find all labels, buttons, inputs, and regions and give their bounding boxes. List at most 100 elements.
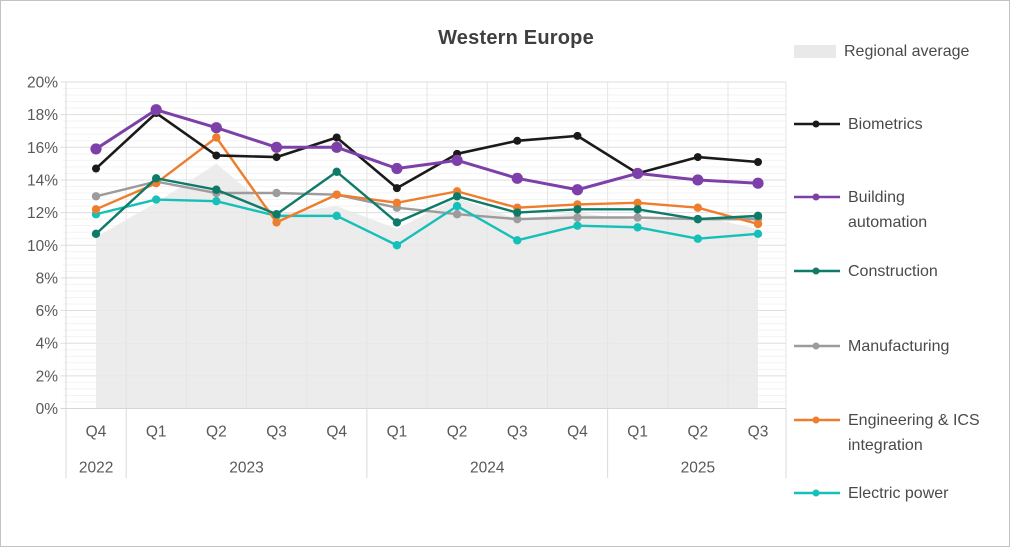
- legend-label-building-automation: Building automation: [848, 189, 928, 231]
- data-point-building-automation: [150, 104, 162, 116]
- legend-swatch-regional-average-icon: [794, 45, 836, 58]
- data-point-biometrics: [754, 157, 762, 166]
- data-point-biometrics: [272, 153, 281, 162]
- series-engineering-ics-integration: [91, 133, 763, 229]
- legend-marker: [812, 267, 820, 275]
- data-point-biometrics: [332, 133, 341, 142]
- data-point-manufacturing: [272, 188, 281, 198]
- data-point-building-automation: [511, 172, 523, 184]
- y-tick-label: 10%: [27, 238, 58, 255]
- data-point-biometrics: [92, 164, 100, 173]
- legend-item-engineering-ics-integration: Engineering & ICS integration: [794, 408, 980, 458]
- data-point-biometrics: [573, 131, 582, 140]
- y-tick-label: 18%: [27, 107, 58, 124]
- y-tick-label: 16%: [27, 140, 58, 157]
- legend-swatch-electric-power-icon: [794, 489, 840, 497]
- series-construction: [91, 167, 763, 239]
- legend-item-biometrics: Biometrics: [794, 112, 923, 137]
- data-point-building-automation: [571, 184, 584, 196]
- data-point-building-automation: [331, 141, 343, 153]
- data-point-electric-power: [513, 236, 522, 245]
- data-point-building-automation: [752, 177, 764, 189]
- data-point-electric-power: [151, 195, 161, 204]
- x-tick-label: Q2: [206, 424, 227, 441]
- data-point-construction: [573, 205, 582, 214]
- data-point-building-automation: [90, 143, 102, 155]
- data-point-electric-power: [332, 211, 341, 221]
- data-point-building-automation: [391, 162, 403, 175]
- data-point-engineering-ics-integration: [693, 203, 703, 212]
- legend-label-engineering-ics-integration: Engineering & ICS integration: [848, 412, 980, 454]
- data-point-construction: [753, 211, 763, 221]
- legend-label-manufacturing: Manufacturing: [848, 338, 950, 355]
- x-tick-label: Q3: [748, 424, 769, 441]
- series-electric-power: [91, 195, 763, 250]
- legend-marker: [812, 416, 820, 424]
- series-line-electric-power: [95, 198, 759, 247]
- legend-item-building-automation: Building automation: [794, 185, 927, 235]
- y-tick-label: 4%: [36, 336, 59, 353]
- data-point-manufacturing: [452, 210, 462, 219]
- data-point-engineering-ics-integration: [633, 198, 642, 208]
- data-point-building-automation: [451, 154, 463, 166]
- legend-marker: [812, 342, 820, 350]
- x-tick-label: Q4: [567, 424, 588, 441]
- legend-swatch-biometrics-icon: [794, 120, 840, 128]
- data-point-construction: [513, 208, 522, 217]
- data-point-engineering-ics-integration: [91, 205, 101, 214]
- legend-label-electric-power: Electric power: [848, 485, 949, 502]
- data-point-electric-power: [633, 223, 642, 232]
- data-point-construction: [212, 185, 221, 194]
- data-point-electric-power: [212, 196, 221, 206]
- data-point-construction: [633, 205, 642, 214]
- data-point-construction: [693, 214, 703, 224]
- x-tick-label: Q2: [447, 424, 468, 441]
- data-point-manufacturing: [633, 213, 642, 222]
- y-tick-label: 2%: [36, 368, 59, 385]
- data-point-construction: [332, 167, 341, 176]
- data-point-engineering-ics-integration: [753, 219, 763, 229]
- data-point-building-automation: [692, 174, 704, 186]
- data-point-electric-power: [452, 201, 462, 211]
- y-tick-label: 20%: [27, 75, 58, 92]
- data-point-engineering-ics-integration: [272, 218, 281, 227]
- data-point-construction: [392, 218, 402, 227]
- legend-swatch-manufacturing-icon: [794, 342, 840, 350]
- legend: Regional average Biometrics Building autom…: [794, 1, 1006, 546]
- year-label: 2025: [681, 460, 715, 477]
- data-point-engineering-ics-integration: [212, 133, 221, 142]
- data-point-construction: [151, 174, 161, 183]
- chart-title: Western Europe: [438, 27, 594, 49]
- year-label: 2022: [79, 460, 113, 477]
- y-tick-label: 14%: [27, 172, 58, 189]
- data-point-biometrics: [513, 136, 522, 145]
- legend-marker: [812, 489, 820, 497]
- x-tick-label: Q3: [266, 424, 287, 441]
- data-point-building-automation: [632, 167, 644, 180]
- legend-label-regional-average: Regional average: [844, 43, 970, 60]
- legend-item-electric-power: Electric power: [794, 481, 948, 506]
- legend-marker: [812, 193, 820, 201]
- data-point-biometrics: [392, 184, 401, 193]
- data-point-manufacturing: [573, 213, 582, 222]
- legend-label-biometrics: Biometrics: [848, 116, 923, 133]
- data-point-manufacturing: [513, 214, 522, 224]
- year-label: 2023: [229, 460, 263, 477]
- legend-swatch-construction-icon: [794, 267, 840, 275]
- data-point-building-automation: [270, 141, 283, 153]
- y-tick-label: 8%: [36, 270, 59, 287]
- data-point-biometrics: [693, 153, 702, 162]
- legend-swatch-engineering-ics-integration-icon: [794, 416, 840, 424]
- x-tick-label: Q3: [507, 424, 528, 441]
- series-line-biometrics: [95, 111, 759, 190]
- data-point-biometrics: [212, 151, 221, 160]
- legend-marker: [812, 120, 820, 128]
- legend-item-manufacturing: Manufacturing: [794, 334, 949, 359]
- data-point-electric-power: [693, 234, 703, 243]
- x-tick-label: Q1: [387, 424, 408, 441]
- x-tick-label: Q1: [146, 424, 167, 441]
- data-point-building-automation: [210, 122, 222, 134]
- data-point-electric-power: [392, 241, 402, 250]
